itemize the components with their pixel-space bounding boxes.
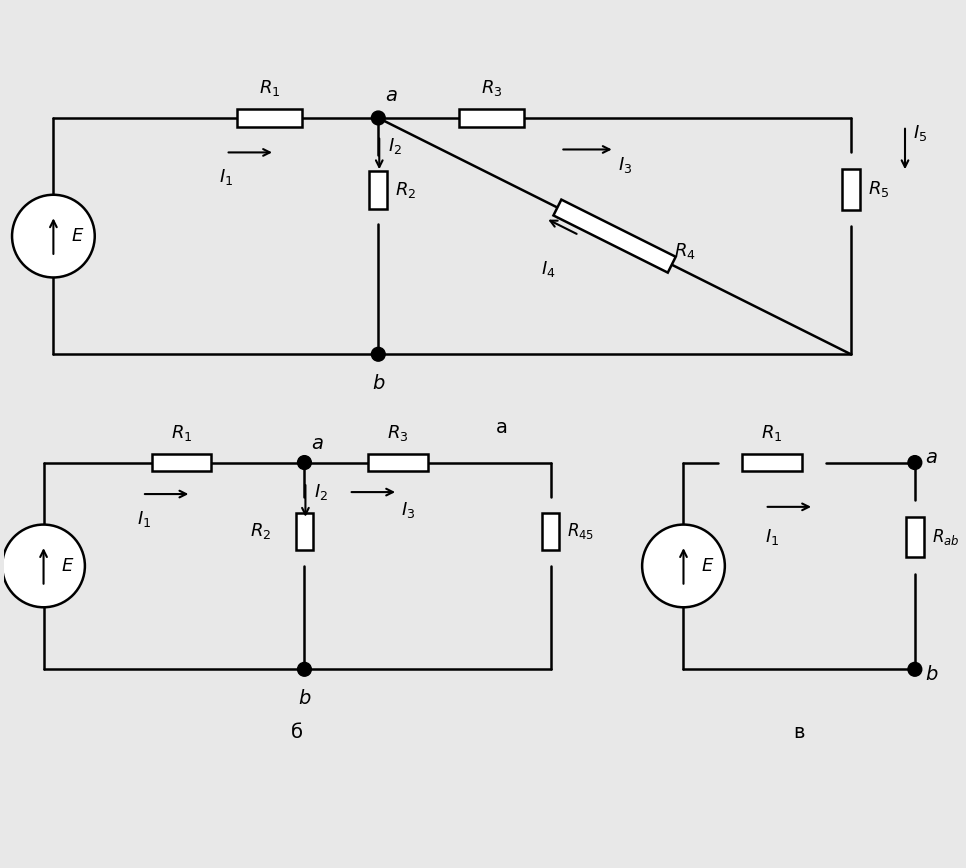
Circle shape	[371, 347, 385, 361]
Polygon shape	[238, 109, 302, 127]
Polygon shape	[554, 200, 675, 273]
Text: $R_5$: $R_5$	[867, 180, 889, 200]
Polygon shape	[459, 109, 524, 127]
Circle shape	[298, 456, 311, 470]
Text: $b$: $b$	[298, 689, 311, 708]
Text: а: а	[496, 418, 507, 437]
Polygon shape	[369, 171, 387, 209]
Circle shape	[908, 662, 922, 676]
Circle shape	[908, 456, 922, 470]
Text: $R_2$: $R_2$	[250, 522, 271, 542]
Text: $R_1$: $R_1$	[761, 423, 782, 443]
Polygon shape	[542, 512, 559, 550]
Polygon shape	[842, 169, 860, 210]
Text: $I_1$: $I_1$	[765, 527, 779, 547]
Text: $R_1$: $R_1$	[171, 423, 192, 443]
Circle shape	[2, 524, 85, 608]
Text: $R_{45}$: $R_{45}$	[567, 522, 595, 542]
Text: $I_3$: $I_3$	[617, 155, 632, 175]
Polygon shape	[368, 454, 428, 471]
Text: $I_2$: $I_2$	[388, 135, 402, 155]
Text: $E$: $E$	[701, 557, 715, 575]
Text: $b$: $b$	[372, 374, 385, 393]
Text: $I_4$: $I_4$	[541, 259, 555, 279]
Circle shape	[12, 194, 95, 278]
Polygon shape	[296, 512, 313, 550]
Polygon shape	[152, 454, 212, 471]
Text: $I_2$: $I_2$	[314, 482, 328, 502]
Polygon shape	[742, 454, 802, 471]
Circle shape	[642, 524, 724, 608]
Text: в: в	[793, 723, 805, 742]
Polygon shape	[906, 516, 923, 557]
Text: $a$: $a$	[311, 434, 324, 453]
Text: $b$: $b$	[924, 665, 938, 684]
Text: $a$: $a$	[924, 448, 937, 467]
Text: $R_3$: $R_3$	[481, 78, 502, 98]
Text: $E$: $E$	[71, 227, 84, 245]
Text: $I_5$: $I_5$	[913, 123, 927, 143]
Text: $R_4$: $R_4$	[673, 241, 696, 261]
Text: $E$: $E$	[61, 557, 74, 575]
Text: б: б	[291, 723, 303, 742]
Text: $I_1$: $I_1$	[137, 509, 152, 529]
Text: $R_3$: $R_3$	[387, 423, 409, 443]
Text: $I_1$: $I_1$	[218, 168, 233, 187]
Circle shape	[371, 111, 385, 125]
Circle shape	[298, 662, 311, 676]
Text: $I_3$: $I_3$	[401, 500, 415, 520]
Text: $R_{ab}$: $R_{ab}$	[931, 527, 959, 547]
Text: $a$: $a$	[385, 86, 398, 105]
Text: $R_1$: $R_1$	[259, 78, 281, 98]
Text: $R_2$: $R_2$	[395, 180, 416, 200]
